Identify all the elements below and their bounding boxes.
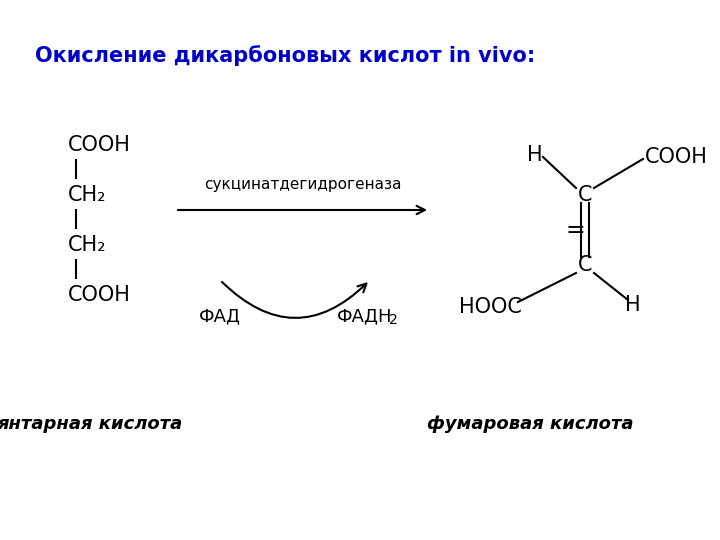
Text: ФАД: ФАД [199,307,241,325]
Text: Окисление дикарбоновых кислот in vivo:: Окисление дикарбоновых кислот in vivo: [35,45,535,66]
Text: ФАДН: ФАДН [337,307,392,325]
Text: HOOC: HOOC [459,297,521,317]
Text: сукцинатдегидрогеназа: сукцинатдегидрогеназа [204,177,401,192]
Text: 2: 2 [389,313,397,327]
Text: C: C [577,185,593,205]
Text: C: C [577,255,593,275]
Text: H: H [625,295,641,315]
Text: COOH: COOH [645,147,708,167]
Text: фумаровая кислота: фумаровая кислота [427,415,634,433]
Text: COOH: COOH [68,135,131,155]
Text: =: = [565,218,585,242]
Text: CH₂: CH₂ [68,235,107,255]
Text: H: H [527,145,543,165]
Text: янтарная кислота: янтарная кислота [0,415,183,433]
Text: COOH: COOH [68,285,131,305]
Text: CH₂: CH₂ [68,185,107,205]
